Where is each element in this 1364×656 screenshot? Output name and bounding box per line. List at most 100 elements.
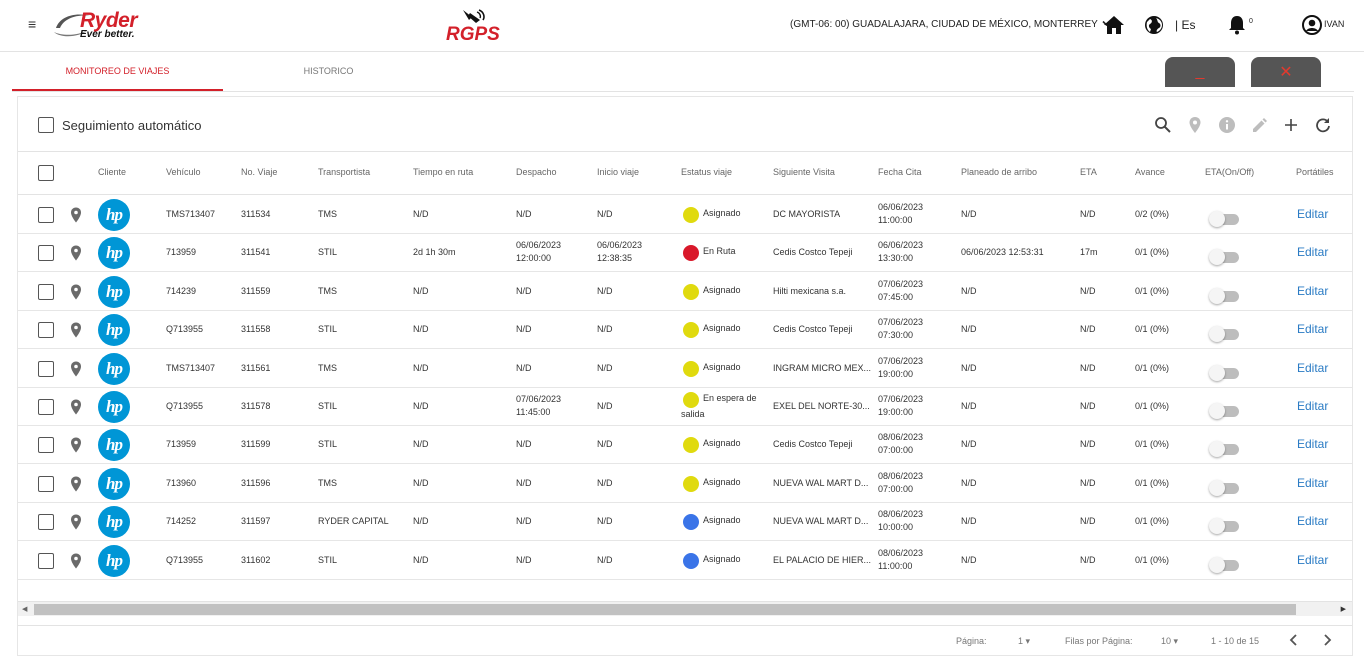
- table-row[interactable]: hp 713959 311541 STIL 2d 1h 30m 06/06/2023 12:…: [18, 234, 1352, 273]
- row-checkbox[interactable]: [38, 437, 54, 454]
- column-header-fecha-cita[interactable]: Fecha Cita: [878, 167, 922, 177]
- eta-toggle[interactable]: [1209, 518, 1239, 535]
- scrollbar-thumb[interactable]: [34, 604, 1296, 615]
- vehicle: TMS713407: [166, 209, 216, 219]
- edit-link[interactable]: Editar: [1297, 475, 1329, 490]
- bell-icon[interactable]: [1228, 15, 1246, 35]
- row-checkbox[interactable]: [38, 552, 54, 569]
- location-pin-icon[interactable]: [70, 207, 82, 223]
- search-icon[interactable]: [1154, 116, 1172, 134]
- eta-toggle[interactable]: [1209, 364, 1239, 381]
- location-pin-icon[interactable]: [70, 322, 82, 338]
- eta-toggle[interactable]: [1209, 441, 1239, 458]
- column-header-inicio-viaje[interactable]: Inicio viaje: [597, 167, 640, 177]
- column-header-avance[interactable]: Avance: [1135, 167, 1165, 177]
- page-select[interactable]: 1 ▾: [1018, 636, 1030, 647]
- globe-icon[interactable]: [1144, 15, 1164, 35]
- plus-icon[interactable]: [1282, 116, 1300, 134]
- tab-monitoreo-de-viajes[interactable]: MONITOREO DE VIAJES: [12, 52, 223, 91]
- page-value: 1: [1018, 636, 1024, 646]
- auto-follow-checkbox[interactable]: [38, 117, 54, 133]
- rgps-logo[interactable]: RGPS: [440, 8, 510, 45]
- appointment-date-line: 08/06/2023: [878, 432, 924, 443]
- edit-link[interactable]: Editar: [1297, 283, 1329, 298]
- eta-toggle[interactable]: [1209, 211, 1239, 227]
- column-header-vehiculo[interactable]: Vehículo: [166, 167, 201, 177]
- column-header-despacho[interactable]: Despacho: [516, 167, 557, 177]
- table-row[interactable]: hp 714252 311597 RYDER CAPITAL N/D N/D N/D Asig…: [18, 503, 1352, 542]
- timezone-selector[interactable]: (GMT-06: 00) GUADALAJARA, CIUDAD DE MÉXI…: [790, 19, 1112, 30]
- column-header-transportista[interactable]: Transportista: [318, 167, 371, 177]
- column-header-siguiente-visita[interactable]: Siguiente Visita: [773, 167, 835, 177]
- column-header-tiempo-en-ruta[interactable]: Tiempo en ruta: [413, 167, 474, 177]
- column-header-eta[interactable]: ETA: [1080, 167, 1097, 177]
- row-checkbox[interactable]: [38, 399, 54, 415]
- location-pin-icon[interactable]: [70, 476, 82, 492]
- table-row[interactable]: hp Q713955 311558 STIL N/D N/D N/D Asignado Cedi…: [18, 311, 1352, 350]
- eta-toggle[interactable]: [1209, 479, 1239, 496]
- tab-historico[interactable]: HISTORICO: [303, 66, 354, 76]
- location-pin-icon[interactable]: [70, 245, 82, 261]
- column-header-eta-on-off[interactable]: ETA(On/Off): [1205, 167, 1255, 177]
- column-header-cliente[interactable]: Cliente: [98, 167, 127, 177]
- location-pin-icon[interactable]: [70, 553, 82, 569]
- edit-link[interactable]: Editar: [1297, 514, 1329, 529]
- refresh-icon[interactable]: [1314, 116, 1332, 134]
- scroll-right-arrow-icon[interactable]: ▶: [1340, 606, 1346, 613]
- column-header-estatus-viaje[interactable]: Estatus viaje: [681, 167, 733, 177]
- location-pin-icon[interactable]: [70, 361, 82, 377]
- edit-link[interactable]: Editar: [1297, 437, 1329, 452]
- prev-page-icon[interactable]: [1288, 632, 1300, 648]
- table-row[interactable]: hp Q713955 311578 STIL N/D 07/06/2023 11:45:00…: [18, 388, 1352, 426]
- next-page-icon[interactable]: [1321, 632, 1333, 648]
- auto-follow-toggle[interactable]: Seguimiento automático: [38, 116, 201, 134]
- location-pin-icon[interactable]: [1186, 116, 1204, 134]
- column-header-portatiles[interactable]: Portátiles: [1296, 167, 1334, 177]
- close-button[interactable]: ✕: [1251, 57, 1321, 87]
- column-header-no-viaje[interactable]: No. Viaje: [241, 167, 278, 177]
- eta-toggle[interactable]: [1209, 249, 1239, 266]
- select-all-checkbox[interactable]: [38, 165, 54, 181]
- table-row[interactable]: hp TMS713407 311534 TMS N/D N/D N/D Asignado DC …: [18, 196, 1352, 234]
- scroll-left-arrow-icon[interactable]: ◀: [22, 606, 28, 613]
- row-checkbox[interactable]: [38, 245, 54, 262]
- table-row[interactable]: hp 713959 311599 STIL N/D N/D N/D Asignado Cedis…: [18, 426, 1352, 465]
- edit-link[interactable]: Editar: [1297, 207, 1329, 221]
- table-row[interactable]: hp TMS713407 311561 TMS N/D N/D N/D Asignado ING…: [18, 350, 1352, 388]
- home-icon[interactable]: [1103, 15, 1125, 35]
- row-checkbox[interactable]: [38, 283, 54, 300]
- location-pin-icon[interactable]: [70, 514, 82, 530]
- row-checkbox[interactable]: [38, 475, 54, 492]
- table-row[interactable]: hp 714239 311559 TMS N/D N/D N/D Asignado Hilti …: [18, 273, 1352, 311]
- edit-link[interactable]: Editar: [1297, 322, 1329, 337]
- location-pin-icon[interactable]: [70, 284, 82, 300]
- hamburger-menu-icon[interactable]: ≡: [28, 16, 37, 32]
- eta-toggle[interactable]: [1209, 326, 1239, 343]
- ryder-logo[interactable]: Ryder Ever better.: [52, 8, 172, 42]
- edit-link[interactable]: Editar: [1297, 245, 1329, 260]
- rows-per-page-select[interactable]: 10 ▾: [1161, 636, 1178, 647]
- row-checkbox[interactable]: [38, 514, 54, 531]
- row-checkbox[interactable]: [38, 207, 54, 223]
- horizontal-scrollbar[interactable]: ◀ ▶: [18, 601, 1352, 616]
- edit-link[interactable]: Editar: [1297, 399, 1329, 413]
- eta-toggle[interactable]: [1209, 556, 1239, 573]
- row-checkbox[interactable]: [38, 322, 54, 339]
- edit-pencil-icon[interactable]: [1250, 116, 1268, 134]
- info-icon[interactable]: [1218, 116, 1236, 134]
- edit-link[interactable]: Editar: [1297, 360, 1329, 375]
- table-row[interactable]: hp 713960 311596 TMS N/D N/D N/D Asignado NUEVA …: [18, 465, 1352, 503]
- eta-toggle[interactable]: [1209, 287, 1239, 304]
- eta-toggle[interactable]: [1209, 403, 1239, 419]
- column-header-planeado-de-arribo[interactable]: Planeado de arribo: [961, 167, 1038, 177]
- minimize-button[interactable]: _: [1165, 57, 1235, 87]
- language-selector[interactable]: | Es: [1175, 18, 1196, 32]
- trip-number: 311534: [241, 209, 271, 219]
- location-pin-icon[interactable]: [70, 399, 82, 415]
- row-checkbox[interactable]: [38, 360, 54, 377]
- user-icon[interactable]: [1302, 15, 1322, 35]
- table-row[interactable]: hp Q713955 311602 STIL N/D N/D N/D Asignado EL P…: [18, 542, 1352, 580]
- location-pin-icon[interactable]: [70, 437, 82, 453]
- hp-client-logo: hp: [98, 429, 130, 462]
- edit-link[interactable]: Editar: [1297, 552, 1329, 567]
